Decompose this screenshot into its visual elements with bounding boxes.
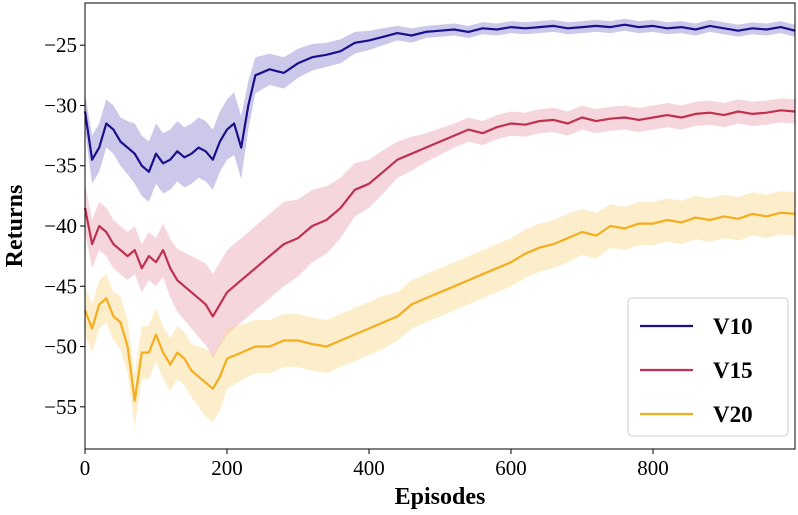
y-tick-label: −25 bbox=[44, 33, 77, 57]
confidence-bands bbox=[85, 18, 795, 428]
line-v15 bbox=[83, 109, 796, 318]
y-tick-label: −50 bbox=[44, 335, 77, 359]
legend: V10 V15 V20 bbox=[627, 297, 789, 437]
legend-box bbox=[627, 297, 789, 437]
x-tick-label: 800 bbox=[637, 456, 669, 480]
band-v15 bbox=[85, 98, 795, 359]
legend-label-v20: V20 bbox=[713, 402, 753, 427]
legend-label-v15: V15 bbox=[713, 358, 753, 383]
x-tick-label: 200 bbox=[211, 456, 243, 480]
line-v20 bbox=[83, 211, 796, 402]
y-axis-title: Returns bbox=[2, 185, 28, 268]
y-tick-label: −45 bbox=[44, 274, 77, 298]
x-axis-title: Episodes bbox=[395, 484, 486, 510]
x-axis-ticks: 0 200 400 600 800 bbox=[80, 449, 669, 480]
y-tick-label: −30 bbox=[44, 93, 77, 117]
series-lines bbox=[83, 23, 796, 402]
y-axis-ticks: −55 −50 −45 −40 −35 −30 −25 bbox=[44, 33, 85, 419]
line-v10 bbox=[83, 23, 796, 173]
y-tick-label: −55 bbox=[44, 395, 77, 419]
band-v20 bbox=[85, 191, 795, 428]
y-tick-label: −40 bbox=[44, 214, 77, 238]
x-tick-label: 0 bbox=[80, 456, 91, 480]
x-tick-label: 400 bbox=[353, 456, 385, 480]
y-tick-label: −35 bbox=[44, 154, 77, 178]
band-v10 bbox=[85, 18, 795, 202]
legend-label-v10: V10 bbox=[713, 314, 753, 339]
x-tick-label: 600 bbox=[495, 456, 527, 480]
